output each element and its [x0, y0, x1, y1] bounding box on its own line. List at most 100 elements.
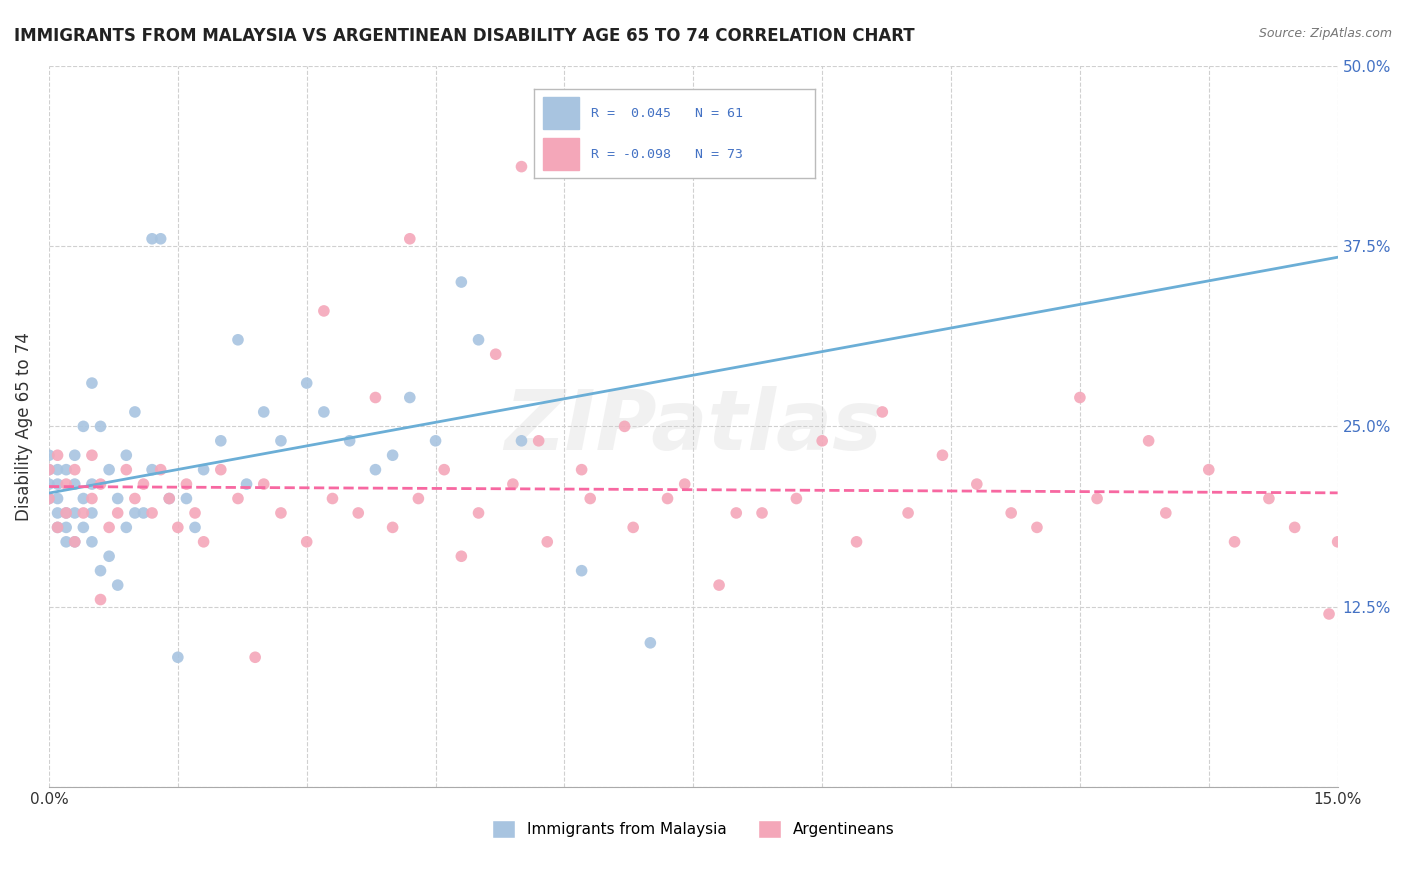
Point	[364, 391, 387, 405]
Point	[1000, 506, 1022, 520]
Point	[166, 520, 188, 534]
Point	[467, 506, 489, 520]
Text: Source: ZipAtlas.com: Source: ZipAtlas.com	[1258, 27, 1392, 40]
Point	[89, 564, 111, 578]
Point	[89, 592, 111, 607]
Point	[209, 463, 232, 477]
Bar	[543, 97, 579, 129]
Point	[510, 160, 533, 174]
Point	[1085, 491, 1108, 506]
Legend: Immigrants from Malaysia, Argentineans: Immigrants from Malaysia, Argentineans	[486, 814, 901, 845]
Point	[226, 491, 249, 506]
Point	[270, 506, 292, 520]
Point	[38, 491, 60, 506]
Point	[510, 434, 533, 448]
Point	[485, 347, 508, 361]
Point	[55, 520, 77, 534]
Point	[725, 506, 748, 520]
Point	[80, 506, 103, 520]
Point	[115, 520, 138, 534]
Point	[312, 304, 335, 318]
Point	[1026, 520, 1049, 534]
Point	[80, 477, 103, 491]
Point	[433, 463, 456, 477]
Point	[364, 463, 387, 477]
Point	[124, 491, 146, 506]
Point	[38, 463, 60, 477]
Point	[527, 434, 550, 448]
Point	[141, 506, 163, 520]
Point	[46, 506, 69, 520]
Point	[132, 506, 155, 520]
Point	[55, 506, 77, 520]
Point	[184, 506, 207, 520]
Point	[89, 477, 111, 491]
Point	[253, 405, 276, 419]
Point	[46, 463, 69, 477]
Point	[38, 463, 60, 477]
Point	[571, 564, 593, 578]
Point	[193, 534, 215, 549]
Point	[725, 145, 748, 160]
Point	[115, 448, 138, 462]
Point	[312, 405, 335, 419]
Point	[897, 506, 920, 520]
Point	[253, 477, 276, 491]
Point	[107, 491, 129, 506]
Point	[209, 434, 232, 448]
Point	[640, 636, 662, 650]
Point	[707, 578, 730, 592]
Point	[381, 520, 404, 534]
Text: IMMIGRANTS FROM MALAYSIA VS ARGENTINEAN DISABILITY AGE 65 TO 74 CORRELATION CHAR: IMMIGRANTS FROM MALAYSIA VS ARGENTINEAN …	[14, 27, 915, 45]
Point	[46, 520, 69, 534]
Point	[321, 491, 343, 506]
Point	[467, 333, 489, 347]
Point	[72, 520, 94, 534]
Point	[46, 491, 69, 506]
Y-axis label: Disability Age 65 to 74: Disability Age 65 to 74	[15, 332, 32, 521]
Point	[115, 463, 138, 477]
Point	[295, 376, 318, 390]
Point	[502, 477, 524, 491]
Point	[270, 434, 292, 448]
Point	[55, 506, 77, 520]
Point	[872, 405, 894, 419]
Point	[63, 534, 86, 549]
Point	[38, 491, 60, 506]
Point	[235, 477, 257, 491]
Point	[398, 232, 420, 246]
Point	[1317, 607, 1340, 621]
Point	[450, 549, 472, 564]
Point	[38, 477, 60, 491]
Point	[295, 534, 318, 549]
Point	[243, 650, 266, 665]
Point	[157, 491, 180, 506]
Point	[1137, 434, 1160, 448]
Point	[124, 506, 146, 520]
Point	[450, 275, 472, 289]
Point	[38, 448, 60, 462]
Point	[193, 463, 215, 477]
Point	[80, 534, 103, 549]
Bar	[543, 138, 579, 170]
Point	[107, 578, 129, 592]
Point	[184, 520, 207, 534]
Point	[63, 477, 86, 491]
Point	[579, 491, 602, 506]
Point	[751, 506, 773, 520]
Point	[55, 463, 77, 477]
Point	[408, 491, 430, 506]
Point	[673, 477, 696, 491]
Point	[176, 491, 198, 506]
Point	[657, 491, 679, 506]
Point	[536, 534, 558, 549]
Point	[398, 391, 420, 405]
Point	[107, 506, 129, 520]
Point	[1069, 391, 1091, 405]
Text: ZIPatlas: ZIPatlas	[505, 386, 882, 467]
Text: R = -0.098   N = 73: R = -0.098 N = 73	[591, 148, 742, 161]
Point	[1326, 534, 1348, 549]
Point	[98, 520, 121, 534]
Point	[149, 463, 172, 477]
Point	[621, 520, 644, 534]
